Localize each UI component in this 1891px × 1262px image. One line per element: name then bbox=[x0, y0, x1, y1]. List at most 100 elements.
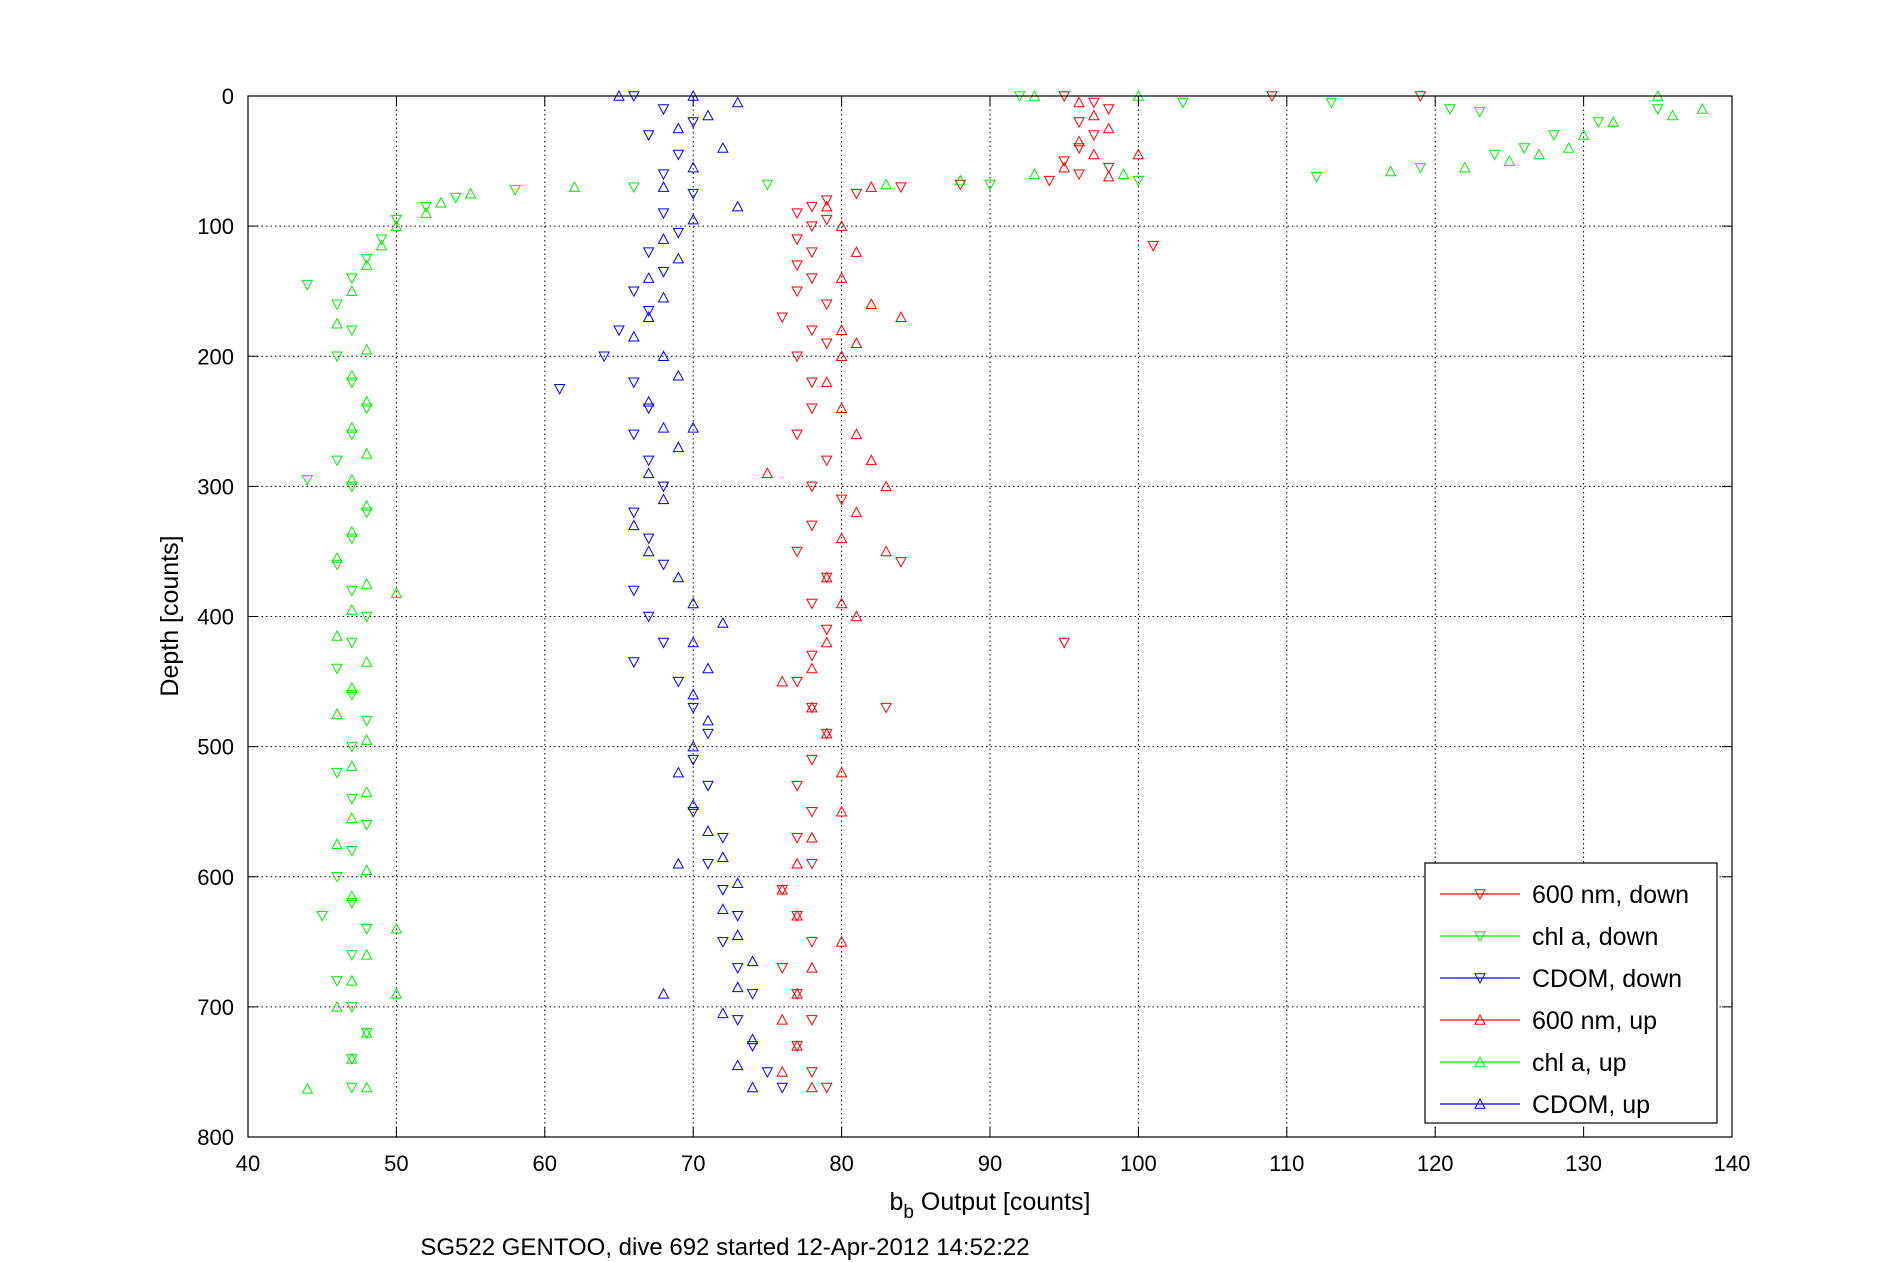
data-point bbox=[346, 1002, 358, 1013]
x-tick-label: 100 bbox=[1120, 1151, 1157, 1176]
data-point bbox=[360, 507, 373, 519]
data-point bbox=[346, 637, 358, 649]
data-point bbox=[346, 421, 358, 433]
data-point bbox=[761, 1067, 774, 1078]
data-point bbox=[1102, 170, 1115, 182]
data-point bbox=[687, 754, 700, 766]
x-axis-label-main: b bbox=[890, 1188, 904, 1216]
data-point bbox=[746, 1041, 759, 1052]
data-point bbox=[657, 421, 670, 433]
data-point bbox=[806, 662, 818, 674]
data-point bbox=[360, 1026, 373, 1038]
x-tick-label: 90 bbox=[978, 1151, 1002, 1176]
data-point bbox=[850, 246, 863, 257]
data-point bbox=[642, 305, 655, 317]
data-point bbox=[702, 858, 714, 870]
data-point bbox=[806, 403, 818, 415]
data-point bbox=[791, 857, 803, 869]
data-point bbox=[687, 188, 700, 200]
data-point bbox=[820, 1082, 833, 1094]
data-point bbox=[702, 662, 714, 674]
legend-marker bbox=[1474, 931, 1486, 943]
data-point bbox=[316, 911, 329, 922]
data-point bbox=[835, 532, 848, 544]
data-point bbox=[791, 260, 803, 272]
data-point bbox=[806, 961, 818, 973]
data-point bbox=[642, 395, 655, 407]
data-point bbox=[1696, 102, 1709, 114]
data-point bbox=[820, 624, 833, 636]
data-point bbox=[806, 481, 818, 493]
data-point bbox=[850, 610, 863, 622]
data-point bbox=[360, 499, 373, 511]
data-point bbox=[1444, 104, 1456, 116]
data-point bbox=[687, 421, 700, 433]
data-point bbox=[776, 963, 789, 974]
data-point bbox=[835, 766, 848, 778]
data-point bbox=[1666, 109, 1679, 121]
data-point bbox=[687, 688, 700, 700]
data-point bbox=[776, 312, 789, 324]
data-point bbox=[331, 838, 343, 849]
data-point bbox=[360, 259, 373, 270]
data-point bbox=[375, 239, 388, 251]
axis-ticks: 40 50 60 70 80 90 100 110 120 130 140 0 100 200 300 400… bbox=[197, 84, 1750, 1176]
data-point bbox=[360, 343, 373, 355]
data-point bbox=[1088, 97, 1100, 109]
data-point bbox=[820, 200, 833, 212]
data-point bbox=[791, 546, 803, 558]
data-point bbox=[346, 533, 358, 545]
data-point bbox=[1651, 104, 1664, 116]
data-point bbox=[1073, 143, 1085, 155]
y-tick-label: 800 bbox=[197, 1125, 234, 1150]
data-point bbox=[1028, 168, 1041, 179]
data-point bbox=[1384, 165, 1397, 177]
data-point bbox=[806, 273, 818, 285]
y-tick-label: 700 bbox=[197, 995, 234, 1020]
data-point bbox=[806, 1015, 818, 1026]
y-axis-label: Depth [counts] bbox=[156, 535, 184, 696]
data-point bbox=[360, 948, 373, 960]
data-point bbox=[791, 1039, 803, 1051]
data-point bbox=[642, 130, 655, 142]
legend-marker bbox=[1474, 1055, 1486, 1067]
data-point bbox=[657, 208, 670, 220]
data-point bbox=[820, 571, 833, 583]
data-point bbox=[835, 805, 848, 817]
data-point bbox=[820, 636, 833, 648]
data-point bbox=[346, 812, 358, 823]
data-point bbox=[1607, 115, 1620, 127]
data-point bbox=[1102, 122, 1115, 134]
data-point bbox=[702, 780, 714, 792]
data-point bbox=[850, 506, 863, 518]
data-point bbox=[702, 728, 714, 740]
data-point bbox=[657, 181, 670, 192]
data-point bbox=[628, 585, 640, 597]
data-point bbox=[776, 675, 789, 687]
data-point bbox=[746, 955, 759, 967]
data-point bbox=[346, 950, 358, 961]
data-point bbox=[628, 182, 640, 194]
data-point bbox=[657, 169, 670, 181]
data-point bbox=[672, 571, 685, 583]
data-point bbox=[435, 196, 447, 208]
x-tick-label: 50 bbox=[384, 1151, 408, 1176]
data-point bbox=[657, 637, 670, 649]
data-point bbox=[360, 253, 373, 265]
x-axis-label-rest: Output [counts] bbox=[914, 1188, 1091, 1216]
data-point bbox=[731, 929, 744, 941]
data-point bbox=[1102, 104, 1115, 116]
data-point bbox=[331, 455, 343, 467]
legend-marker bbox=[1474, 973, 1486, 985]
data-point bbox=[687, 702, 700, 714]
data-point bbox=[390, 922, 403, 934]
data-point bbox=[346, 285, 358, 296]
data-point bbox=[657, 233, 670, 244]
data-point bbox=[390, 587, 403, 598]
data-point bbox=[360, 577, 373, 589]
data-point bbox=[731, 1059, 744, 1071]
data-point bbox=[806, 520, 818, 532]
data-point bbox=[791, 351, 803, 363]
legend: 600 nm, down chl a, down CDOM, down 600 nm,… bbox=[1424, 862, 1718, 1124]
data-point bbox=[346, 325, 358, 337]
